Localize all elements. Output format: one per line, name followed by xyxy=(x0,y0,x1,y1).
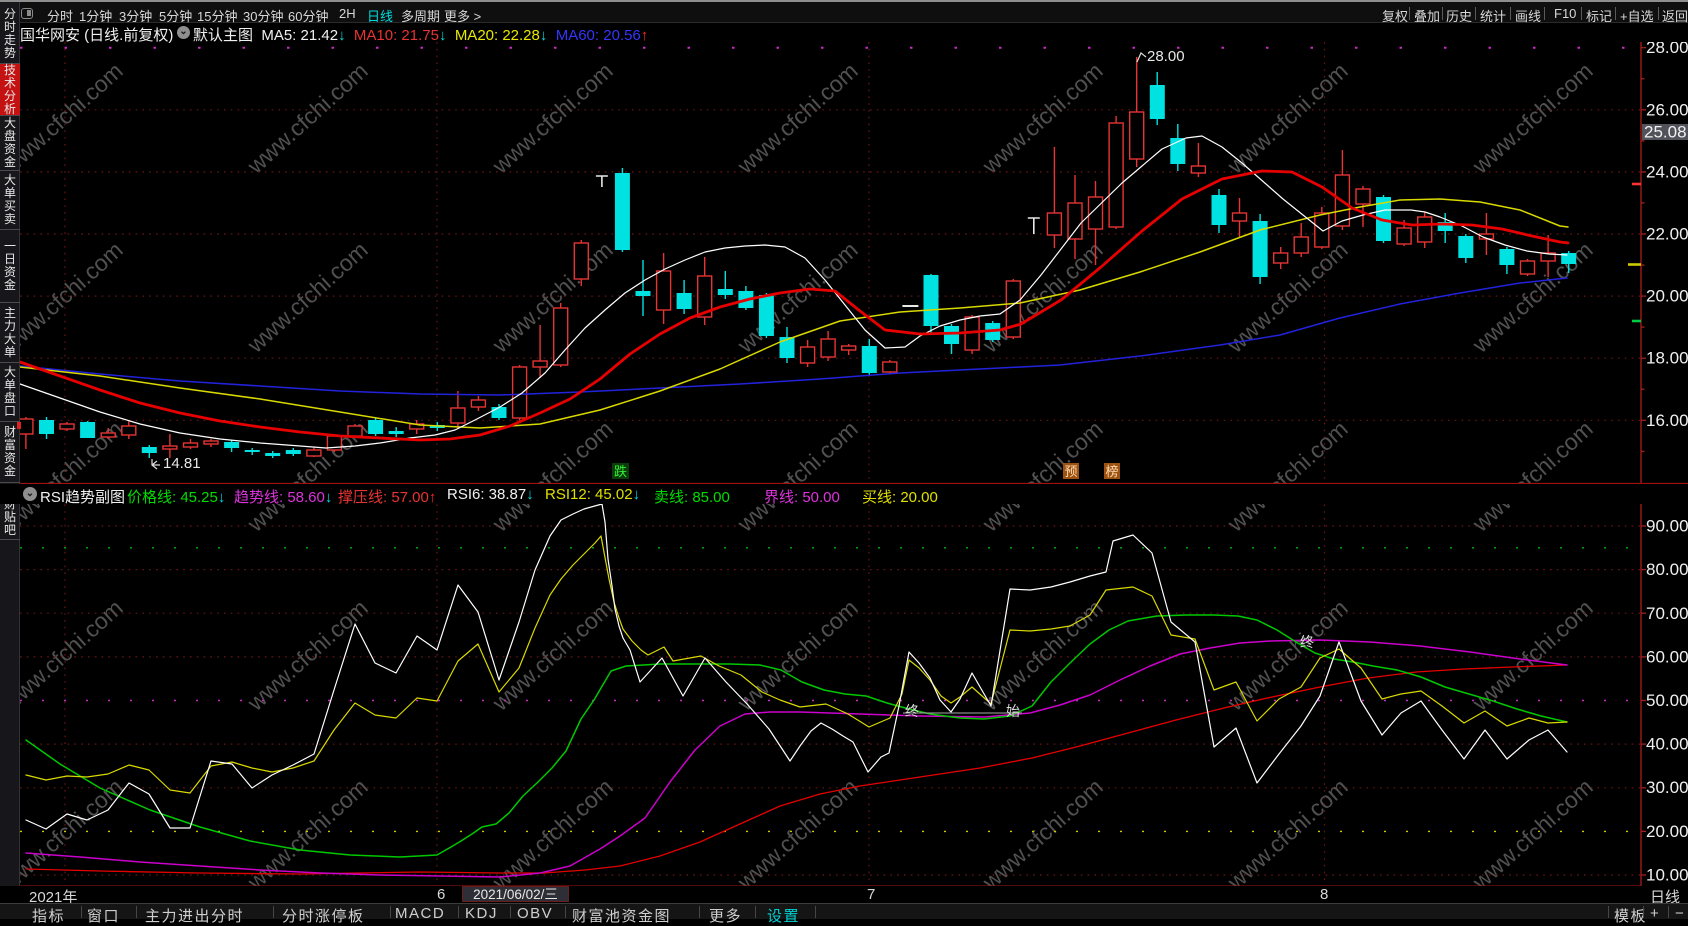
svg-text:70.00: 70.00 xyxy=(1646,604,1688,623)
svg-text:28.00: 28.00 xyxy=(1646,38,1688,57)
svg-text:www.cfchi.com: www.cfchi.com xyxy=(1222,415,1353,537)
svg-text:www.cfchi.com: www.cfchi.com xyxy=(487,415,618,537)
svg-text:16.00: 16.00 xyxy=(1646,411,1688,430)
svg-text:www.cfchi.com: www.cfchi.com xyxy=(242,236,373,358)
svg-text:50.00: 50.00 xyxy=(1646,691,1688,710)
svg-text:14.81: 14.81 xyxy=(163,455,201,472)
svg-text:www.cfchi.com: www.cfchi.com xyxy=(242,773,373,895)
svg-text:www.cfchi.com: www.cfchi.com xyxy=(977,773,1108,895)
svg-text:www.cfchi.com: www.cfchi.com xyxy=(242,57,373,179)
svg-text:60.00: 60.00 xyxy=(1646,647,1688,666)
svg-text:榜: 榜 xyxy=(1106,464,1119,479)
svg-text:40.00: 40.00 xyxy=(1646,735,1688,754)
svg-text:www.cfchi.com: www.cfchi.com xyxy=(1467,415,1598,537)
svg-text:22.00: 22.00 xyxy=(1646,225,1688,244)
svg-text:10.00: 10.00 xyxy=(1646,866,1688,885)
svg-text:www.cfchi.com: www.cfchi.com xyxy=(487,236,618,358)
svg-text:跌: 跌 xyxy=(614,464,627,479)
svg-text:www.cfchi.com: www.cfchi.com xyxy=(1467,57,1598,179)
svg-text:28.00: 28.00 xyxy=(1147,48,1185,65)
svg-text:80.00: 80.00 xyxy=(1646,560,1688,579)
svg-text:始: 始 xyxy=(1006,703,1020,719)
svg-text:26.00: 26.00 xyxy=(1646,100,1688,119)
svg-text:www.cfchi.com: www.cfchi.com xyxy=(732,415,863,537)
svg-text:90.00: 90.00 xyxy=(1646,517,1688,536)
svg-text:终: 终 xyxy=(1300,634,1314,650)
svg-text:www.cfchi.com: www.cfchi.com xyxy=(1222,57,1353,179)
svg-text:20.00: 20.00 xyxy=(1646,822,1688,841)
svg-text:预: 预 xyxy=(1065,464,1078,479)
svg-text:www.cfchi.com: www.cfchi.com xyxy=(977,57,1108,179)
svg-text:www.cfchi.com: www.cfchi.com xyxy=(1222,773,1353,895)
svg-text:20.00: 20.00 xyxy=(1646,287,1688,306)
svg-text:30.00: 30.00 xyxy=(1646,778,1688,797)
svg-text:www.cfchi.com: www.cfchi.com xyxy=(1467,773,1598,895)
svg-text:www.cfchi.com: www.cfchi.com xyxy=(977,415,1108,537)
svg-text:终: 终 xyxy=(905,703,919,719)
svg-text:www.cfchi.com: www.cfchi.com xyxy=(732,57,863,179)
svg-text:18.00: 18.00 xyxy=(1646,349,1688,368)
svg-text:25.08: 25.08 xyxy=(1644,123,1687,142)
svg-text:www.cfchi.com: www.cfchi.com xyxy=(487,57,618,179)
svg-text:24.00: 24.00 xyxy=(1646,162,1688,181)
svg-text:www.cfchi.com: www.cfchi.com xyxy=(732,773,863,895)
